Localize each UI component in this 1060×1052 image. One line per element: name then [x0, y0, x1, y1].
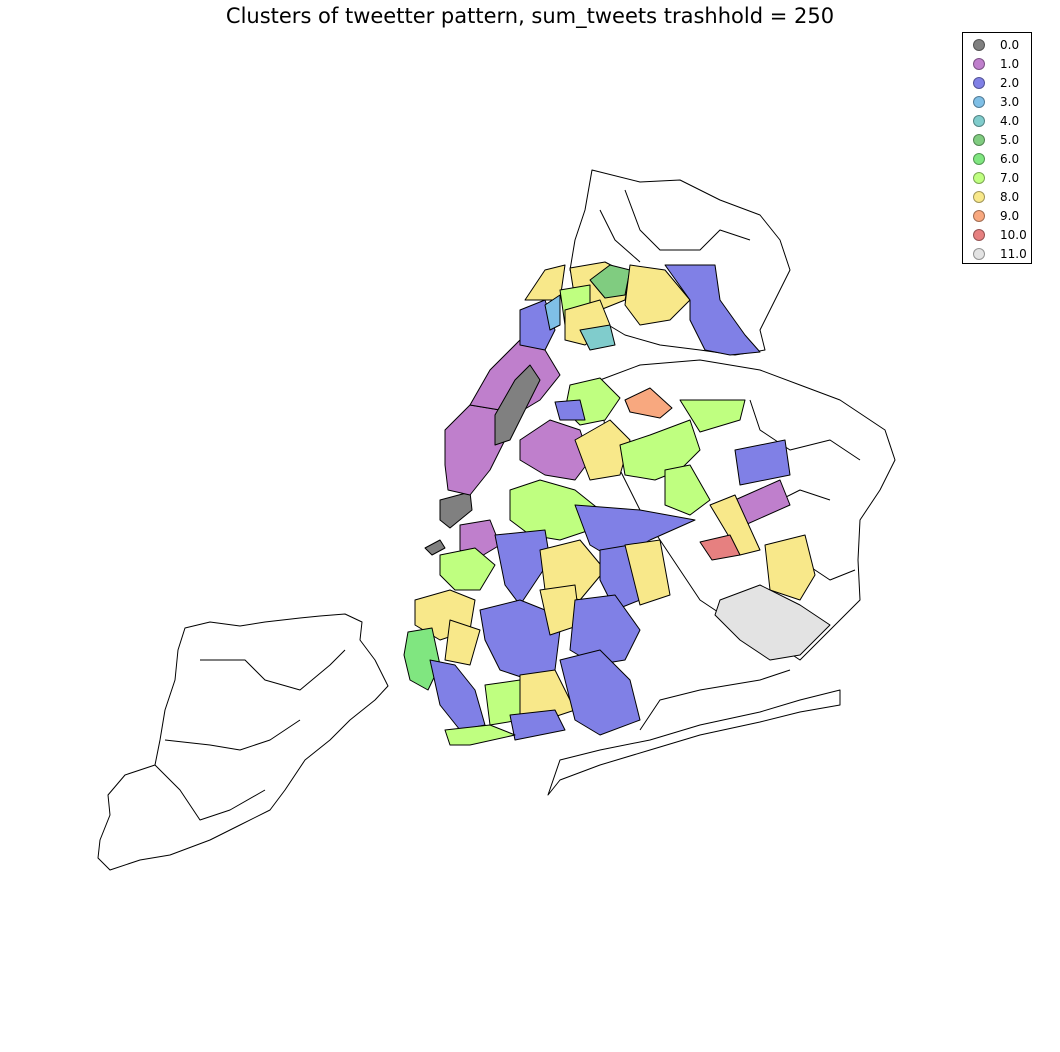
- legend-item: 3.0: [973, 92, 1019, 111]
- legend-label: 6.0: [1000, 151, 1020, 166]
- brooklyn-blue-canarsie: [559, 649, 641, 736]
- brooklyn-lime-coney: [444, 724, 516, 746]
- brooklyn-lime-west: [439, 547, 496, 591]
- legend-item: 2.0: [973, 73, 1019, 92]
- legend: 0.0 1.0 2.0 3.0 4.0 5.0 6.0 7.0 8.0 9.0 …: [962, 32, 1032, 264]
- queens-purple: [519, 419, 591, 481]
- legend-item: 10.0: [973, 225, 1027, 244]
- legend-item: 8.0: [973, 187, 1019, 206]
- brooklyn-blue-mid: [494, 529, 551, 606]
- brooklyn-blue-se: [569, 594, 641, 666]
- legend-item: 1.0: [973, 54, 1019, 73]
- rockaway-outline: [547, 689, 841, 796]
- legend-marker-icon: [973, 190, 985, 203]
- queens-blue-east: [734, 439, 791, 486]
- chart-title: Clusters of tweetter pattern, sum_tweets…: [225, 4, 835, 28]
- queens-red: [699, 534, 741, 561]
- governors-island: [424, 539, 446, 556]
- legend-label: 9.0: [1000, 208, 1020, 223]
- legend-marker-icon: [973, 152, 985, 165]
- queens-orange: [624, 387, 673, 419]
- brooklyn-blue-coney: [509, 709, 566, 741]
- queens-gray-jfk: [714, 584, 831, 661]
- legend-label: 4.0: [1000, 113, 1020, 128]
- legend-marker-icon: [973, 114, 985, 127]
- legend-marker-icon: [973, 209, 985, 222]
- legend-marker-icon: [973, 38, 985, 51]
- legend-marker-icon: [973, 133, 985, 146]
- queens-yellow-se: [764, 534, 816, 601]
- legend-item: 6.0: [973, 149, 1019, 168]
- manhattan-light-blue: [544, 294, 561, 331]
- queens-lime-central: [619, 419, 701, 481]
- legend-item: 7.0: [973, 168, 1019, 187]
- legend-label: 7.0: [1000, 170, 1020, 185]
- bronx-blue-east: [664, 264, 761, 356]
- brooklyn-green-bayridge: [403, 627, 441, 691]
- queens-blue-small: [554, 399, 586, 421]
- legend-marker-icon: [973, 95, 985, 108]
- manhattan-gray-mid: [494, 364, 541, 446]
- queens-lime-south: [664, 464, 711, 516]
- brooklyn-blue-north: [574, 504, 696, 561]
- legend-marker-icon: [973, 171, 985, 184]
- legend-label: 5.0: [1000, 132, 1020, 147]
- manhattan-yellow-north: [524, 264, 566, 301]
- brooklyn-blue-south: [429, 659, 486, 731]
- legend-label: 3.0: [1000, 94, 1020, 109]
- legend-label: 2.0: [1000, 75, 1020, 90]
- manhattan-gray: [439, 491, 473, 529]
- legend-item: 5.0: [973, 130, 1019, 149]
- brooklyn-yellow-east: [624, 539, 671, 606]
- legend-label: 11.0: [1000, 246, 1027, 261]
- bronx-teal: [579, 324, 616, 351]
- legend-marker-icon: [973, 76, 985, 89]
- legend-item: 4.0: [973, 111, 1019, 130]
- legend-label: 10.0: [1000, 227, 1027, 242]
- brooklyn-yellow-mid: [539, 539, 606, 601]
- legend-marker-icon: [973, 57, 985, 70]
- legend-label: 1.0: [1000, 56, 1020, 71]
- brooklyn-yellow-south: [519, 669, 576, 721]
- brooklyn-yellow-sw2: [444, 619, 481, 666]
- bronx-yellow-central: [624, 264, 691, 326]
- staten-island-outline: [97, 613, 389, 871]
- legend-marker-icon: [973, 247, 985, 260]
- legend-marker-icon: [973, 228, 985, 241]
- legend-item: 9.0: [973, 206, 1019, 225]
- legend-item: 11.0: [973, 244, 1027, 263]
- queens-lime-north: [679, 399, 746, 433]
- legend-item: 0.0: [973, 35, 1019, 54]
- legend-label: 0.0: [1000, 37, 1020, 52]
- legend-label: 8.0: [1000, 189, 1020, 204]
